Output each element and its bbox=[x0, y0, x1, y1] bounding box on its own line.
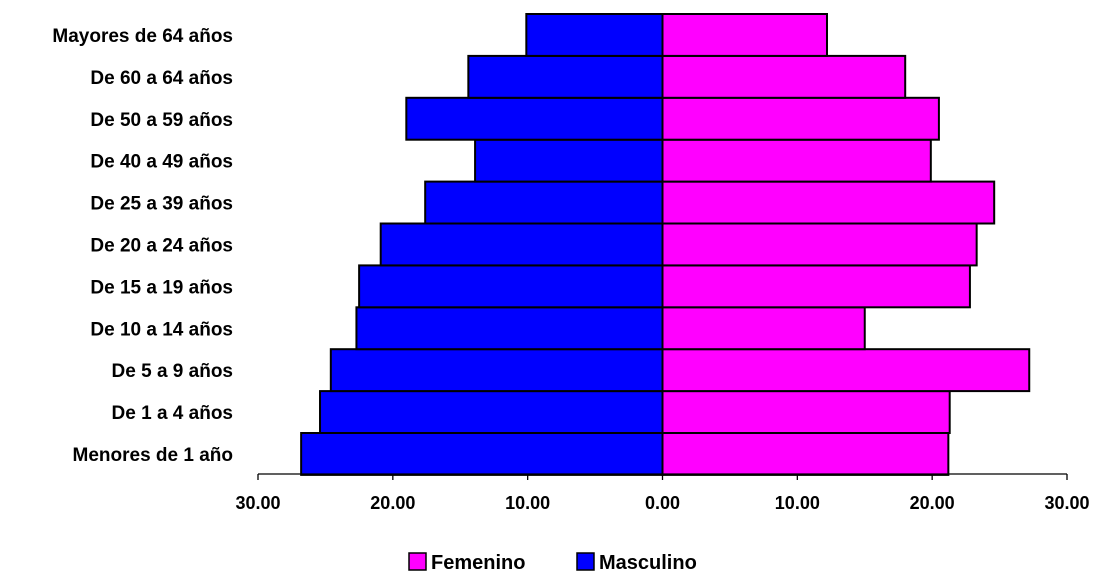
bar-masculino-8 bbox=[405, 96, 664, 141]
bar-femenino-10 bbox=[661, 13, 828, 57]
bar-femenino-8 bbox=[661, 96, 940, 141]
category-label: Menores de 1 año bbox=[73, 445, 234, 466]
category-label: De 25 a 39 años bbox=[90, 194, 233, 215]
bar-femenino-0 bbox=[661, 432, 950, 476]
bar-masculino-3 bbox=[355, 306, 664, 351]
bar-masculino-5 bbox=[379, 222, 664, 267]
bar-masculino-4 bbox=[358, 264, 664, 309]
category-label: De 5 a 9 años bbox=[112, 361, 233, 382]
category-label: Mayores de 64 años bbox=[52, 26, 233, 47]
category-label: De 60 a 64 años bbox=[90, 68, 233, 89]
legend: Femenino Masculino bbox=[408, 552, 697, 574]
bars-group bbox=[300, 13, 1031, 476]
x-tick-label: 30.00 bbox=[235, 493, 280, 513]
x-tick-label: 30.00 bbox=[1044, 493, 1089, 513]
bar-masculino-6 bbox=[424, 180, 664, 225]
legend-label-masculino: Masculino bbox=[599, 552, 697, 574]
bar-masculino-10 bbox=[525, 13, 664, 57]
x-tick-label: 0.00 bbox=[645, 493, 680, 513]
bar-masculino-1 bbox=[319, 390, 664, 435]
category-labels: Menores de 1 año De 1 a 4 años De 5 a 9 añ… bbox=[52, 26, 233, 466]
bar-femenino-4 bbox=[661, 264, 971, 309]
bar-masculino-0 bbox=[300, 432, 664, 476]
bar-femenino-3 bbox=[661, 306, 866, 351]
category-label: De 20 a 24 años bbox=[90, 235, 233, 256]
legend-swatch-masculino bbox=[576, 552, 595, 571]
bar-femenino-9 bbox=[661, 54, 907, 99]
bar-femenino-7 bbox=[661, 138, 932, 183]
bar-femenino-2 bbox=[661, 348, 1031, 393]
x-tick-label: 20.00 bbox=[910, 493, 955, 513]
category-label: De 40 a 49 años bbox=[90, 152, 233, 173]
bar-femenino-1 bbox=[661, 390, 951, 435]
x-tick-label: 10.00 bbox=[775, 493, 820, 513]
x-tick-label: 10.00 bbox=[505, 493, 550, 513]
category-label: De 50 a 59 años bbox=[90, 110, 233, 131]
x-ticks: 30.00 20.00 10.00 0.00 10.00 20.00 30.00 bbox=[235, 474, 1090, 513]
bar-masculino-2 bbox=[329, 348, 664, 393]
bar-femenino-6 bbox=[661, 180, 996, 225]
legend-label-femenino: Femenino bbox=[431, 552, 525, 574]
category-label: De 1 a 4 años bbox=[112, 403, 233, 424]
category-label: De 15 a 19 años bbox=[90, 277, 233, 298]
bar-masculino-9 bbox=[467, 54, 664, 99]
category-label: De 10 a 14 años bbox=[90, 319, 233, 340]
legend-swatch-femenino bbox=[408, 552, 427, 571]
x-tick-label: 20.00 bbox=[370, 493, 415, 513]
bar-femenino-5 bbox=[661, 222, 978, 267]
bar-masculino-7 bbox=[474, 138, 664, 183]
